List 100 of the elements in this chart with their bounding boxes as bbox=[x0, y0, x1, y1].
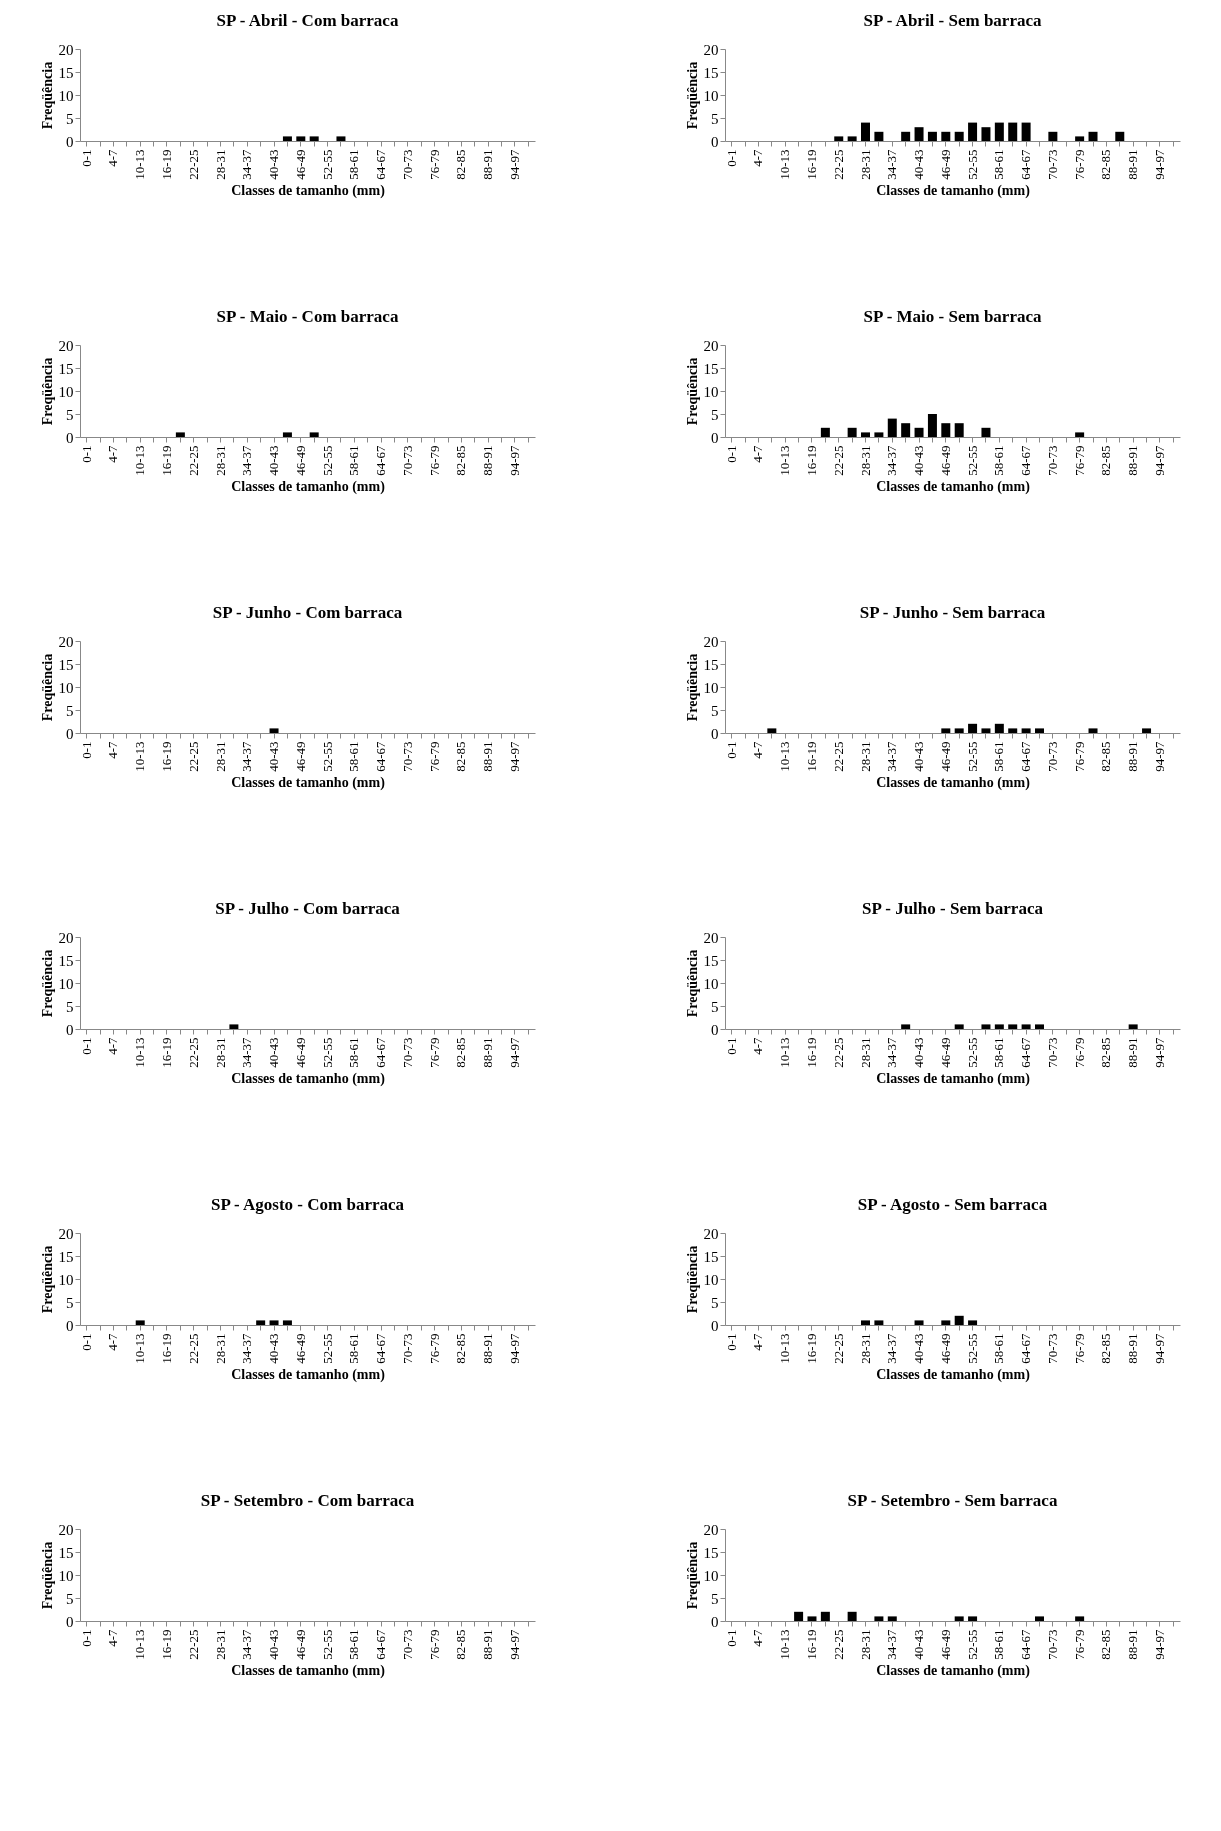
x-tick-label: 28-31 bbox=[857, 445, 873, 476]
x-tick-label: 22-25 bbox=[185, 445, 201, 476]
x-tick-label: 28-31 bbox=[857, 1037, 873, 1068]
x-tick-label: 28-31 bbox=[212, 741, 228, 772]
x-tick-label: 22-25 bbox=[185, 1037, 201, 1068]
x-tick-label: 0-1 bbox=[723, 741, 739, 759]
y-axis-title: Freqüência bbox=[39, 357, 55, 426]
y-tick-label: 5 bbox=[66, 110, 74, 127]
x-axis-title: Classes de tamanho (mm) bbox=[231, 1070, 386, 1087]
x-tick-label: 4-7 bbox=[750, 741, 766, 759]
x-tick-label: 34-37 bbox=[884, 1037, 900, 1068]
x-tick-label: 58-61 bbox=[991, 149, 1007, 180]
bar bbox=[1088, 131, 1098, 141]
x-tick-label: 46-49 bbox=[292, 1333, 308, 1364]
x-tick-label: 28-31 bbox=[857, 1629, 873, 1660]
x-tick-label: 10-13 bbox=[132, 149, 148, 180]
x-tick-label: 76-79 bbox=[426, 1333, 442, 1364]
x-tick-label: 34-37 bbox=[884, 1333, 900, 1364]
y-tick-label: 20 bbox=[58, 41, 74, 58]
x-tick-label: 76-79 bbox=[1071, 1037, 1087, 1068]
bar bbox=[834, 136, 844, 141]
x-tick-label: 76-79 bbox=[1071, 149, 1087, 180]
x-tick-label: 46-49 bbox=[937, 149, 953, 180]
y-tick-label: 5 bbox=[66, 702, 74, 719]
x-tick-label: 88-91 bbox=[480, 149, 496, 180]
y-tick-label: 5 bbox=[66, 406, 74, 423]
y-tick-label: 20 bbox=[703, 633, 719, 650]
y-tick-label: 5 bbox=[66, 1590, 74, 1607]
x-tick-label: 94-97 bbox=[1151, 1333, 1167, 1364]
x-tick-label: 58-61 bbox=[991, 741, 1007, 772]
x-tick-label: 16-19 bbox=[803, 445, 819, 476]
x-tick-label: 82-85 bbox=[1098, 741, 1114, 772]
x-tick-label: 4-7 bbox=[105, 741, 121, 759]
x-tick-label: 40-43 bbox=[266, 149, 282, 180]
x-tick-label: 10-13 bbox=[132, 741, 148, 772]
x-tick-label: 70-73 bbox=[399, 1333, 415, 1364]
x-tick-label: 76-79 bbox=[426, 445, 442, 476]
x-tick-label: 94-97 bbox=[506, 1333, 522, 1364]
x-tick-label: 52-55 bbox=[964, 1629, 980, 1660]
x-tick-label: 52-55 bbox=[319, 1037, 335, 1068]
x-tick-label: 94-97 bbox=[506, 1037, 522, 1068]
y-tick-label: 15 bbox=[58, 656, 74, 673]
x-tick-label: 52-55 bbox=[319, 1333, 335, 1364]
bar bbox=[847, 427, 857, 437]
y-tick-label: 20 bbox=[58, 1521, 74, 1538]
x-tick-label: 4-7 bbox=[750, 445, 766, 463]
x-tick-label: 0-1 bbox=[723, 1333, 739, 1351]
x-tick-label: 70-73 bbox=[1044, 149, 1060, 180]
y-tick-label: 20 bbox=[703, 1521, 719, 1538]
x-tick-label: 88-91 bbox=[480, 1037, 496, 1068]
y-axis-title: Freqüência bbox=[684, 357, 700, 426]
y-tick-label: 5 bbox=[711, 1294, 719, 1311]
x-tick-label: 64-67 bbox=[373, 1629, 389, 1660]
chart-title: SP - Abril - Sem barraca bbox=[863, 11, 1042, 30]
x-tick-label: 40-43 bbox=[266, 1629, 282, 1660]
bar bbox=[981, 127, 991, 141]
y-tick-label: 10 bbox=[703, 1271, 719, 1288]
y-tick-label: 5 bbox=[711, 406, 719, 423]
chart-title: SP - Abril - Com barraca bbox=[216, 11, 399, 30]
x-tick-label: 16-19 bbox=[803, 1037, 819, 1068]
x-tick-label: 10-13 bbox=[777, 445, 793, 476]
x-tick-label: 4-7 bbox=[105, 1037, 121, 1055]
x-tick-label: 94-97 bbox=[506, 445, 522, 476]
y-tick-label: 15 bbox=[58, 360, 74, 377]
x-tick-label: 70-73 bbox=[1044, 1629, 1060, 1660]
x-tick-label: 22-25 bbox=[830, 741, 846, 772]
chart-title: SP - Julho - Sem barraca bbox=[862, 899, 1044, 918]
x-tick-label: 22-25 bbox=[185, 1333, 201, 1364]
x-tick-label: 76-79 bbox=[426, 741, 442, 772]
x-tick-label: 34-37 bbox=[239, 149, 255, 180]
x-tick-label: 16-19 bbox=[158, 1629, 174, 1660]
bar bbox=[874, 131, 884, 141]
x-tick-label: 0-1 bbox=[78, 1037, 94, 1055]
y-tick-label: 5 bbox=[711, 998, 719, 1015]
x-tick-label: 34-37 bbox=[239, 1037, 255, 1068]
y-tick-label: 15 bbox=[58, 1544, 74, 1561]
x-tick-label: 64-67 bbox=[373, 1037, 389, 1068]
x-tick-label: 46-49 bbox=[292, 445, 308, 476]
x-tick-label: 16-19 bbox=[158, 445, 174, 476]
bar bbox=[941, 423, 951, 437]
bar bbox=[1021, 122, 1031, 141]
y-tick-label: 0 bbox=[66, 725, 74, 742]
y-tick-label: 5 bbox=[66, 998, 74, 1015]
x-tick-label: 88-91 bbox=[1125, 445, 1141, 476]
y-tick-label: 0 bbox=[66, 133, 74, 150]
y-tick-label: 0 bbox=[711, 133, 719, 150]
x-tick-label: 52-55 bbox=[964, 1333, 980, 1364]
y-tick-label: 5 bbox=[711, 1590, 719, 1607]
x-tick-label: 52-55 bbox=[964, 741, 980, 772]
x-tick-label: 4-7 bbox=[750, 1333, 766, 1351]
x-tick-label: 94-97 bbox=[1151, 741, 1167, 772]
x-tick-label: 88-91 bbox=[1125, 741, 1141, 772]
x-tick-label: 40-43 bbox=[266, 445, 282, 476]
x-tick-label: 22-25 bbox=[830, 1333, 846, 1364]
x-tick-label: 94-97 bbox=[506, 741, 522, 772]
x-tick-label: 88-91 bbox=[480, 445, 496, 476]
x-tick-label: 40-43 bbox=[911, 1333, 927, 1364]
x-tick-label: 76-79 bbox=[426, 1037, 442, 1068]
x-tick-label: 16-19 bbox=[158, 1037, 174, 1068]
bar bbox=[954, 423, 964, 437]
